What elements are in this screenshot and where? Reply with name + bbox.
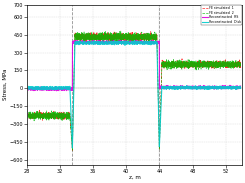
Reconstructed  RS bbox=[118, 41, 121, 44]
Reconstructed  RS bbox=[239, 85, 242, 87]
Legend: FE simulated  1, FE simulated  2, Reconstructed  RS, Reconstructed  Disk: FE simulated 1, FE simulated 2, Reconstr… bbox=[201, 5, 242, 25]
Reconstructed  Disk bbox=[181, 86, 184, 88]
Line: FE simulated  1: FE simulated 1 bbox=[28, 31, 241, 150]
Reconstructed  RS bbox=[55, 90, 58, 92]
FE simulated  1 bbox=[181, 65, 184, 67]
Line: FE simulated  2: FE simulated 2 bbox=[28, 31, 241, 150]
Reconstructed  RS bbox=[27, 89, 30, 91]
FE simulated  2 bbox=[128, 38, 131, 40]
Reconstructed  Disk bbox=[128, 43, 131, 45]
Reconstructed  RS bbox=[181, 85, 184, 87]
FE simulated  2 bbox=[27, 114, 30, 116]
FE simulated  1 bbox=[71, 149, 74, 152]
Reconstructed  RS bbox=[135, 39, 138, 41]
Line: Reconstructed  RS: Reconstructed RS bbox=[28, 40, 241, 91]
Reconstructed  Disk bbox=[118, 42, 121, 44]
FE simulated  2 bbox=[233, 63, 236, 65]
Reconstructed  RS bbox=[222, 86, 225, 88]
FE simulated  2 bbox=[118, 34, 121, 37]
Reconstructed  Disk bbox=[233, 86, 236, 88]
FE simulated  1 bbox=[113, 30, 116, 33]
FE simulated  2 bbox=[222, 66, 225, 69]
FE simulated  1 bbox=[239, 63, 242, 65]
Reconstructed  Disk bbox=[222, 87, 225, 89]
Reconstructed  RS bbox=[233, 86, 236, 89]
FE simulated  2 bbox=[71, 149, 74, 152]
Reconstructed  RS bbox=[128, 42, 131, 44]
Reconstructed  Disk bbox=[116, 43, 119, 45]
FE simulated  1 bbox=[128, 34, 131, 36]
FE simulated  1 bbox=[27, 114, 30, 116]
FE simulated  1 bbox=[118, 37, 121, 39]
Y-axis label: Stress, MPa: Stress, MPa bbox=[3, 69, 8, 100]
FE simulated  2 bbox=[116, 36, 119, 38]
Reconstructed  Disk bbox=[239, 87, 242, 89]
FE simulated  2 bbox=[239, 63, 242, 65]
Reconstructed  RS bbox=[116, 42, 119, 44]
Reconstructed  Disk bbox=[27, 85, 30, 87]
Reconstructed  Disk bbox=[71, 147, 74, 149]
Line: Reconstructed  Disk: Reconstructed Disk bbox=[28, 40, 241, 148]
X-axis label: z, m: z, m bbox=[129, 175, 140, 180]
FE simulated  1 bbox=[233, 66, 236, 68]
FE simulated  2 bbox=[119, 30, 122, 32]
FE simulated  1 bbox=[222, 64, 225, 66]
Reconstructed  Disk bbox=[133, 39, 136, 42]
FE simulated  1 bbox=[116, 38, 119, 40]
FE simulated  2 bbox=[181, 62, 184, 64]
